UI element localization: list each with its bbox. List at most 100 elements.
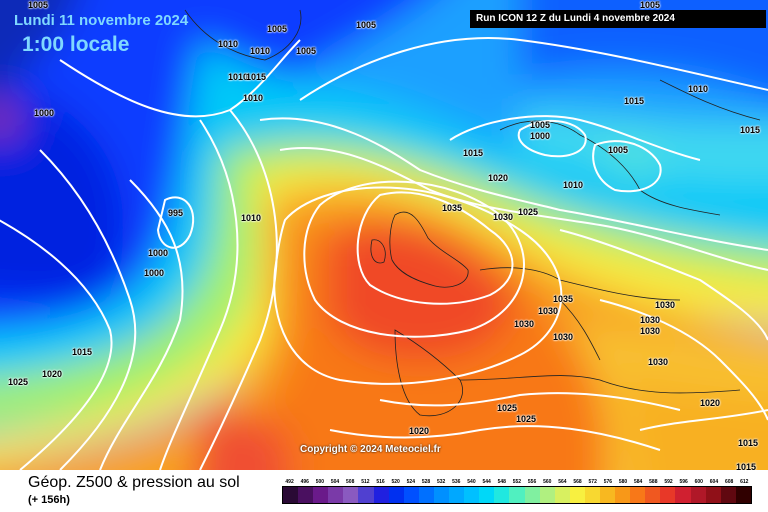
pressure-label: 1015	[738, 438, 759, 448]
pressure-label: 1030	[553, 332, 574, 342]
scale-swatch	[539, 487, 555, 503]
pressure-label: 1005	[267, 24, 288, 34]
scale-label: 580	[618, 479, 628, 485]
scale-swatch	[569, 487, 585, 503]
scale-swatch	[433, 487, 450, 503]
pressure-label: 1005	[530, 120, 551, 130]
scale-labels: 492 496 500 504 508 512 516 520 524 528 532 536 540 5…	[282, 479, 752, 485]
pressure-label: 1000	[144, 268, 165, 278]
scale-swatch	[343, 487, 359, 503]
pressure-label: 1015	[463, 148, 484, 158]
scale-swatch	[509, 487, 525, 503]
scale-label: 500	[315, 479, 325, 485]
scale-label: 496	[300, 479, 309, 485]
scale-label: 600	[694, 479, 703, 485]
scale-swatch	[735, 487, 751, 503]
pressure-label: 1020	[409, 426, 430, 436]
scale-swatch	[388, 487, 404, 503]
pressure-label: 1015	[624, 96, 645, 106]
scale-label: 512	[361, 479, 370, 485]
scale-label: 532	[436, 479, 446, 485]
forecast-step: (+ 156h)	[28, 494, 70, 506]
pressure-label: 1005	[296, 46, 317, 56]
scale-swatch	[373, 487, 389, 503]
scale-swatch	[630, 487, 646, 503]
geopotential-field	[0, 0, 768, 470]
pressure-label: 1010	[228, 72, 249, 82]
scale-label: 520	[391, 479, 400, 485]
pressure-label: 1005	[608, 145, 629, 155]
scale-swatch	[705, 487, 721, 503]
pressure-label: 1030	[640, 315, 661, 325]
pressure-label: 1000	[530, 131, 551, 141]
scale-swatch	[599, 487, 616, 503]
pressure-label: 1030	[538, 306, 559, 316]
scale-swatch	[615, 487, 631, 503]
scale-label: 540	[467, 479, 476, 485]
pressure-label: 1015	[736, 462, 757, 470]
scale-swatch	[464, 487, 480, 503]
scale-label: 608	[724, 479, 734, 485]
scale-swatch	[524, 487, 540, 503]
scale-swatch	[720, 487, 736, 503]
scale-swatch	[494, 487, 510, 503]
scale-swatch	[283, 487, 299, 503]
scale-swatch	[554, 487, 570, 503]
pressure-label: 1015	[72, 347, 93, 357]
scale-label: 560	[543, 479, 552, 485]
run-info: Run ICON 12 Z du Lundi 4 novembre 2024	[470, 10, 766, 28]
pressure-label: 1035	[442, 203, 463, 213]
scale-swatch	[449, 487, 465, 503]
scale-swatch	[584, 487, 600, 503]
scale-label: 556	[527, 479, 537, 485]
scale-bar	[282, 486, 752, 504]
pressure-label: 1005	[28, 0, 49, 10]
scale-swatch	[418, 487, 434, 503]
scale-label: 584	[634, 479, 643, 485]
scale-swatch	[660, 487, 676, 503]
pressure-label: 1015	[740, 125, 761, 135]
scale-label: 612	[740, 479, 749, 485]
scale-label: 516	[376, 479, 385, 485]
pressure-label: 1025	[516, 414, 537, 424]
pressure-label: 1025	[8, 377, 29, 387]
footer: Géop. Z500 & pression au sol (+ 156h) 49…	[0, 470, 768, 512]
pressure-label: 1025	[518, 207, 539, 217]
forecast-time: 1:00 locale	[22, 33, 130, 56]
weather-map: Lundi 11 novembre 2024 1:00 locale Run I…	[0, 0, 768, 470]
scale-swatch	[690, 487, 706, 503]
pressure-label: 1025	[497, 403, 518, 413]
scale-label: 564	[558, 479, 567, 485]
scale-label: 492	[285, 479, 294, 485]
pressure-label: 1030	[514, 319, 535, 329]
pressure-label: 1010	[243, 93, 264, 103]
pressure-label: 1010	[218, 39, 239, 49]
scale-label: 528	[421, 479, 431, 485]
scale-swatch	[298, 487, 314, 503]
pressure-label: 1030	[648, 357, 669, 367]
pressure-label: 1000	[34, 108, 55, 118]
scale-swatch	[313, 487, 329, 503]
pressure-label: 1015	[246, 72, 267, 82]
pressure-label: 1030	[493, 212, 514, 222]
pressure-label: 995	[168, 208, 184, 218]
scale-label: 592	[664, 479, 673, 485]
scale-swatch	[645, 487, 661, 503]
forecast-date: Lundi 11 novembre 2024	[14, 12, 189, 29]
scale-label: 604	[709, 479, 719, 485]
scale-label: 576	[603, 479, 613, 485]
scale-label: 536	[452, 479, 461, 485]
pressure-label: 1020	[700, 398, 721, 408]
pressure-label: 1020	[42, 369, 63, 379]
pressure-label: 1010	[563, 180, 584, 190]
scale-label: 572	[588, 479, 597, 485]
pressure-label: 1005	[640, 0, 661, 10]
scale-label: 524	[406, 479, 415, 485]
scale-swatch	[328, 487, 344, 503]
pressure-label: 1010	[250, 46, 271, 56]
scale-label: 548	[497, 479, 506, 485]
scale-label: 552	[512, 479, 522, 485]
isobars	[0, 37, 768, 470]
scale-label: 508	[346, 479, 355, 485]
pressure-label: 1030	[655, 300, 676, 310]
